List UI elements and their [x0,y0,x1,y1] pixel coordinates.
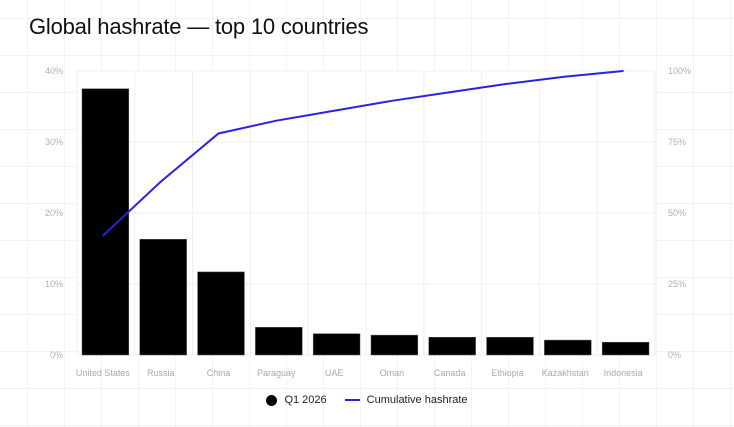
bar-united-states [81,88,130,356]
legend-line-icon [344,399,360,401]
cumulative-point [564,75,567,78]
legend-label: Q1 2026 [284,394,327,406]
x-tick-label: United States [76,368,131,378]
cumulative-point [102,234,104,237]
legend: Q1 2026 Cumulative hashrate [0,394,734,406]
legend-dot-icon [266,394,278,406]
bar-china [197,271,245,356]
bar-russia [139,239,187,356]
x-tick-label: Paraguay [257,368,296,378]
y-left-tick-label: 10% [45,279,63,289]
x-tick-label: China [207,368,231,378]
x-tick-label: Canada [434,368,466,378]
legend-item-line[interactable]: Cumulative hashrate [344,394,468,406]
y-left-tick-label: 40% [45,66,63,76]
cumulative-point [448,91,451,94]
y-right-tick-label: 0% [668,350,681,360]
legend-item-bars[interactable]: Q1 2026 [266,394,327,406]
bar-uae [312,333,361,356]
x-tick-label: UAE [325,368,344,378]
y-left-tick-label: 20% [45,208,63,218]
x-tick-label: Russia [147,368,175,378]
cumulative-point [217,132,220,135]
x-tick-label: Kazakhstan [542,368,589,378]
cumulative-point [333,109,335,112]
x-tick-label: Oman [380,368,405,378]
y-left-tick-label: 30% [45,137,63,147]
cumulative-point [506,82,509,85]
x-tick-label: Ethiopia [491,368,524,378]
bar-canada [428,337,476,356]
chart-title: Global hashrate — top 10 countries [29,14,369,39]
y-right-tick-label: 75% [668,137,686,147]
cumulative-point [622,70,624,72]
x-tick-label: Indonesia [604,368,643,378]
pareto-chart: 0% 10% 20% 30% 40% 0% 25% 50% 75% 100% United Stat… [45,66,691,378]
y-left-tick-label: 0% [50,350,63,360]
bar-oman [370,334,419,356]
bar-ethiopia [486,337,534,356]
bar-kazakhstan [544,339,592,356]
legend-label: Cumulative hashrate [366,394,468,406]
cumulative-point [391,100,393,102]
y-right-tick-label: 25% [668,279,686,289]
y-right-tick-label: 100% [668,66,691,76]
bar-paraguay [255,327,303,356]
cumulative-point [159,180,162,183]
bar-indonesia [601,341,650,356]
cumulative-point [275,119,278,122]
y-right-tick-label: 50% [668,208,686,218]
cumulative-line [102,70,624,237]
